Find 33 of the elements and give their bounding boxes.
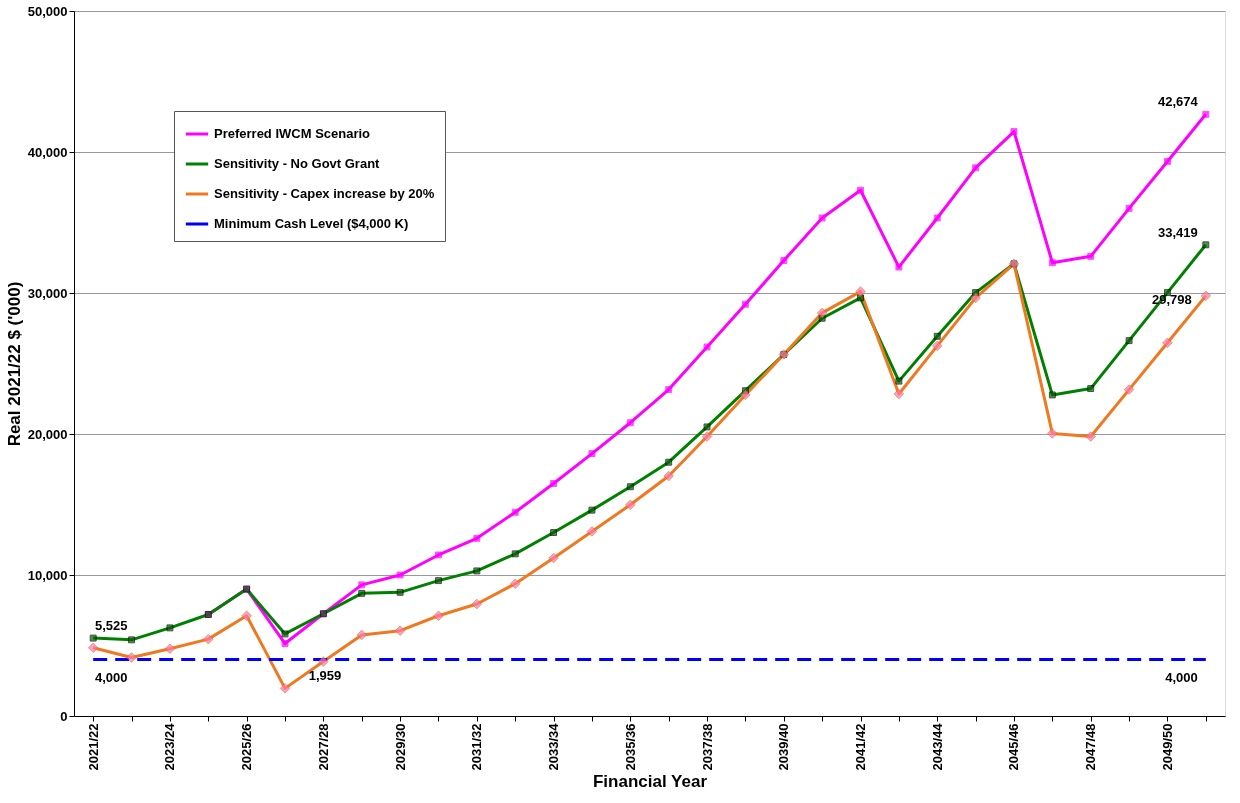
x-tick-label: 2033/34	[546, 722, 562, 771]
y-tick-label: 30,000	[27, 285, 68, 301]
x-tick-label: 2037/38	[699, 723, 715, 771]
x-tick-label: 2043/44	[929, 722, 945, 771]
x-tick-label: 2025/26	[239, 723, 255, 771]
data-label: 4,000	[1165, 669, 1198, 685]
data-label: 42,674	[1158, 94, 1199, 110]
x-tick-label: 2023/24	[162, 722, 178, 771]
legend-label: Preferred IWCM Scenario	[214, 126, 371, 141]
legend-label: Sensitivity - Capex increase by 20%	[214, 186, 435, 201]
x-tick-label: 2039/40	[776, 723, 792, 771]
x-tick-label: 2045/46	[1006, 723, 1022, 771]
y-axis-title: Real 2021/22 $ ('000)	[4, 281, 24, 447]
data-label: 33,419	[1158, 224, 1198, 240]
x-tick-label: 2035/36	[622, 723, 638, 771]
x-tick-label: 2027/28	[315, 723, 331, 771]
x-tick-label: 2047/48	[1083, 723, 1099, 771]
y-tick-label: 50,000	[27, 3, 68, 19]
y-tick-label: 0	[60, 708, 68, 724]
x-tick-label: 2049/50	[1159, 723, 1175, 771]
y-tick-label: 10,000	[27, 567, 68, 583]
x-axis-title: Financial Year	[592, 772, 708, 792]
y-tick-label: 20,000	[27, 426, 68, 442]
x-tick-label: 2041/42	[853, 723, 869, 771]
legend-label: Minimum Cash Level ($4,000 K)	[214, 216, 409, 231]
y-tick-label: 40,000	[27, 144, 68, 160]
x-tick-label: 2031/32	[469, 723, 485, 771]
data-label: 5,525	[94, 618, 128, 634]
x-tick-label: 2021/22	[85, 723, 101, 771]
data-label: 4,000	[94, 669, 128, 685]
data-label: 1,959	[308, 668, 342, 684]
x-tick-label: 2029/30	[392, 723, 408, 771]
legend-label: Sensitivity - No Govt Grant	[214, 156, 381, 171]
